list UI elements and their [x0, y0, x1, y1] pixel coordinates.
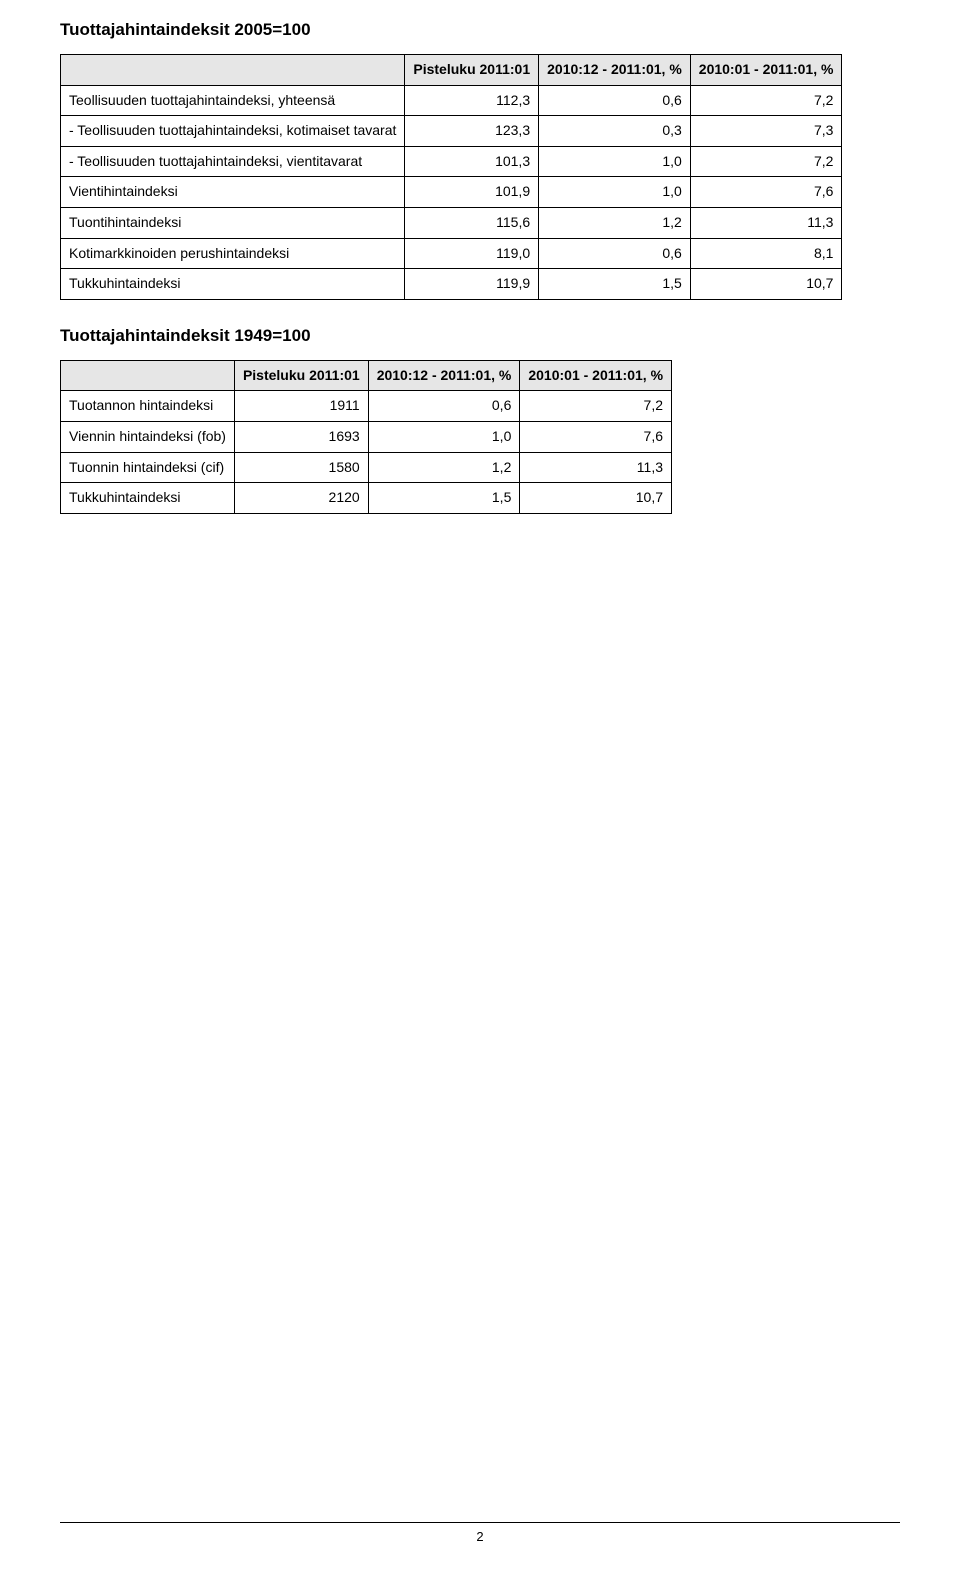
- row-value: 7,6: [690, 177, 842, 208]
- row-value: 1,5: [539, 269, 691, 300]
- table2-title: Tuottajahintaindeksit 1949=100: [60, 326, 900, 346]
- table1-header-row: Pisteluku 2011:01 2010:12 - 2011:01, % 2…: [61, 55, 842, 86]
- row-value: 1580: [234, 452, 368, 483]
- table-row: Viennin hintaindeksi (fob) 1693 1,0 7,6: [61, 421, 672, 452]
- row-value: 11,3: [690, 207, 842, 238]
- row-value: 101,9: [405, 177, 539, 208]
- table-row: - Teollisuuden tuottajahintaindeksi, kot…: [61, 116, 842, 147]
- row-value: 7,2: [690, 85, 842, 116]
- table1-title: Tuottajahintaindeksit 2005=100: [60, 20, 900, 40]
- row-value: 1,0: [368, 421, 520, 452]
- table2-corner: [61, 360, 235, 391]
- table-row: Tukkuhintaindeksi 2120 1,5 10,7: [61, 483, 672, 514]
- table-row: Tuotannon hintaindeksi 1911 0,6 7,2: [61, 391, 672, 422]
- row-value: 0,6: [539, 238, 691, 269]
- table1-col3: 2010:01 - 2011:01, %: [690, 55, 842, 86]
- row-value: 2120: [234, 483, 368, 514]
- row-value: 0,6: [368, 391, 520, 422]
- row-value: 1,2: [539, 207, 691, 238]
- table2-col3: 2010:01 - 2011:01, %: [520, 360, 672, 391]
- row-value: 7,2: [520, 391, 672, 422]
- row-value: 0,3: [539, 116, 691, 147]
- row-label: Tukkuhintaindeksi: [61, 269, 405, 300]
- row-value: 1,5: [368, 483, 520, 514]
- page-footer: 2: [60, 1522, 900, 1544]
- row-value: 1911: [234, 391, 368, 422]
- row-label: - Teollisuuden tuottajahintaindeksi, vie…: [61, 146, 405, 177]
- row-label: - Teollisuuden tuottajahintaindeksi, kot…: [61, 116, 405, 147]
- table2-col1: Pisteluku 2011:01: [234, 360, 368, 391]
- table2-col2: 2010:12 - 2011:01, %: [368, 360, 520, 391]
- table-row: Kotimarkkinoiden perushintaindeksi 119,0…: [61, 238, 842, 269]
- row-value: 115,6: [405, 207, 539, 238]
- table-row: Tuontihintaindeksi 115,6 1,2 11,3: [61, 207, 842, 238]
- row-label: Tuotannon hintaindeksi: [61, 391, 235, 422]
- row-value: 11,3: [520, 452, 672, 483]
- row-value: 7,3: [690, 116, 842, 147]
- row-label: Viennin hintaindeksi (fob): [61, 421, 235, 452]
- row-value: 1,2: [368, 452, 520, 483]
- row-label: Tuontihintaindeksi: [61, 207, 405, 238]
- table2-header-row: Pisteluku 2011:01 2010:12 - 2011:01, % 2…: [61, 360, 672, 391]
- row-value: 119,0: [405, 238, 539, 269]
- table-row: Vientihintaindeksi 101,9 1,0 7,6: [61, 177, 842, 208]
- table1-col1: Pisteluku 2011:01: [405, 55, 539, 86]
- row-value: 7,6: [520, 421, 672, 452]
- row-label: Vientihintaindeksi: [61, 177, 405, 208]
- row-value: 123,3: [405, 116, 539, 147]
- row-value: 8,1: [690, 238, 842, 269]
- table2: Pisteluku 2011:01 2010:12 - 2011:01, % 2…: [60, 360, 672, 514]
- table-row: Tukkuhintaindeksi 119,9 1,5 10,7: [61, 269, 842, 300]
- table-row: - Teollisuuden tuottajahintaindeksi, vie…: [61, 146, 842, 177]
- table1-corner: [61, 55, 405, 86]
- table1-col2: 2010:12 - 2011:01, %: [539, 55, 691, 86]
- table-row: Tuonnin hintaindeksi (cif) 1580 1,2 11,3: [61, 452, 672, 483]
- row-value: 7,2: [690, 146, 842, 177]
- row-value: 112,3: [405, 85, 539, 116]
- table1: Pisteluku 2011:01 2010:12 - 2011:01, % 2…: [60, 54, 842, 300]
- row-value: 10,7: [690, 269, 842, 300]
- row-label: Kotimarkkinoiden perushintaindeksi: [61, 238, 405, 269]
- table-row: Teollisuuden tuottajahintaindeksi, yhtee…: [61, 85, 842, 116]
- row-value: 10,7: [520, 483, 672, 514]
- row-value: 1693: [234, 421, 368, 452]
- row-label: Tukkuhintaindeksi: [61, 483, 235, 514]
- row-value: 0,6: [539, 85, 691, 116]
- row-label: Teollisuuden tuottajahintaindeksi, yhtee…: [61, 85, 405, 116]
- row-value: 119,9: [405, 269, 539, 300]
- row-value: 101,3: [405, 146, 539, 177]
- row-label: Tuonnin hintaindeksi (cif): [61, 452, 235, 483]
- page-content: Tuottajahintaindeksit 2005=100 Pisteluku…: [0, 0, 960, 514]
- row-value: 1,0: [539, 177, 691, 208]
- page-number: 2: [476, 1529, 483, 1544]
- row-value: 1,0: [539, 146, 691, 177]
